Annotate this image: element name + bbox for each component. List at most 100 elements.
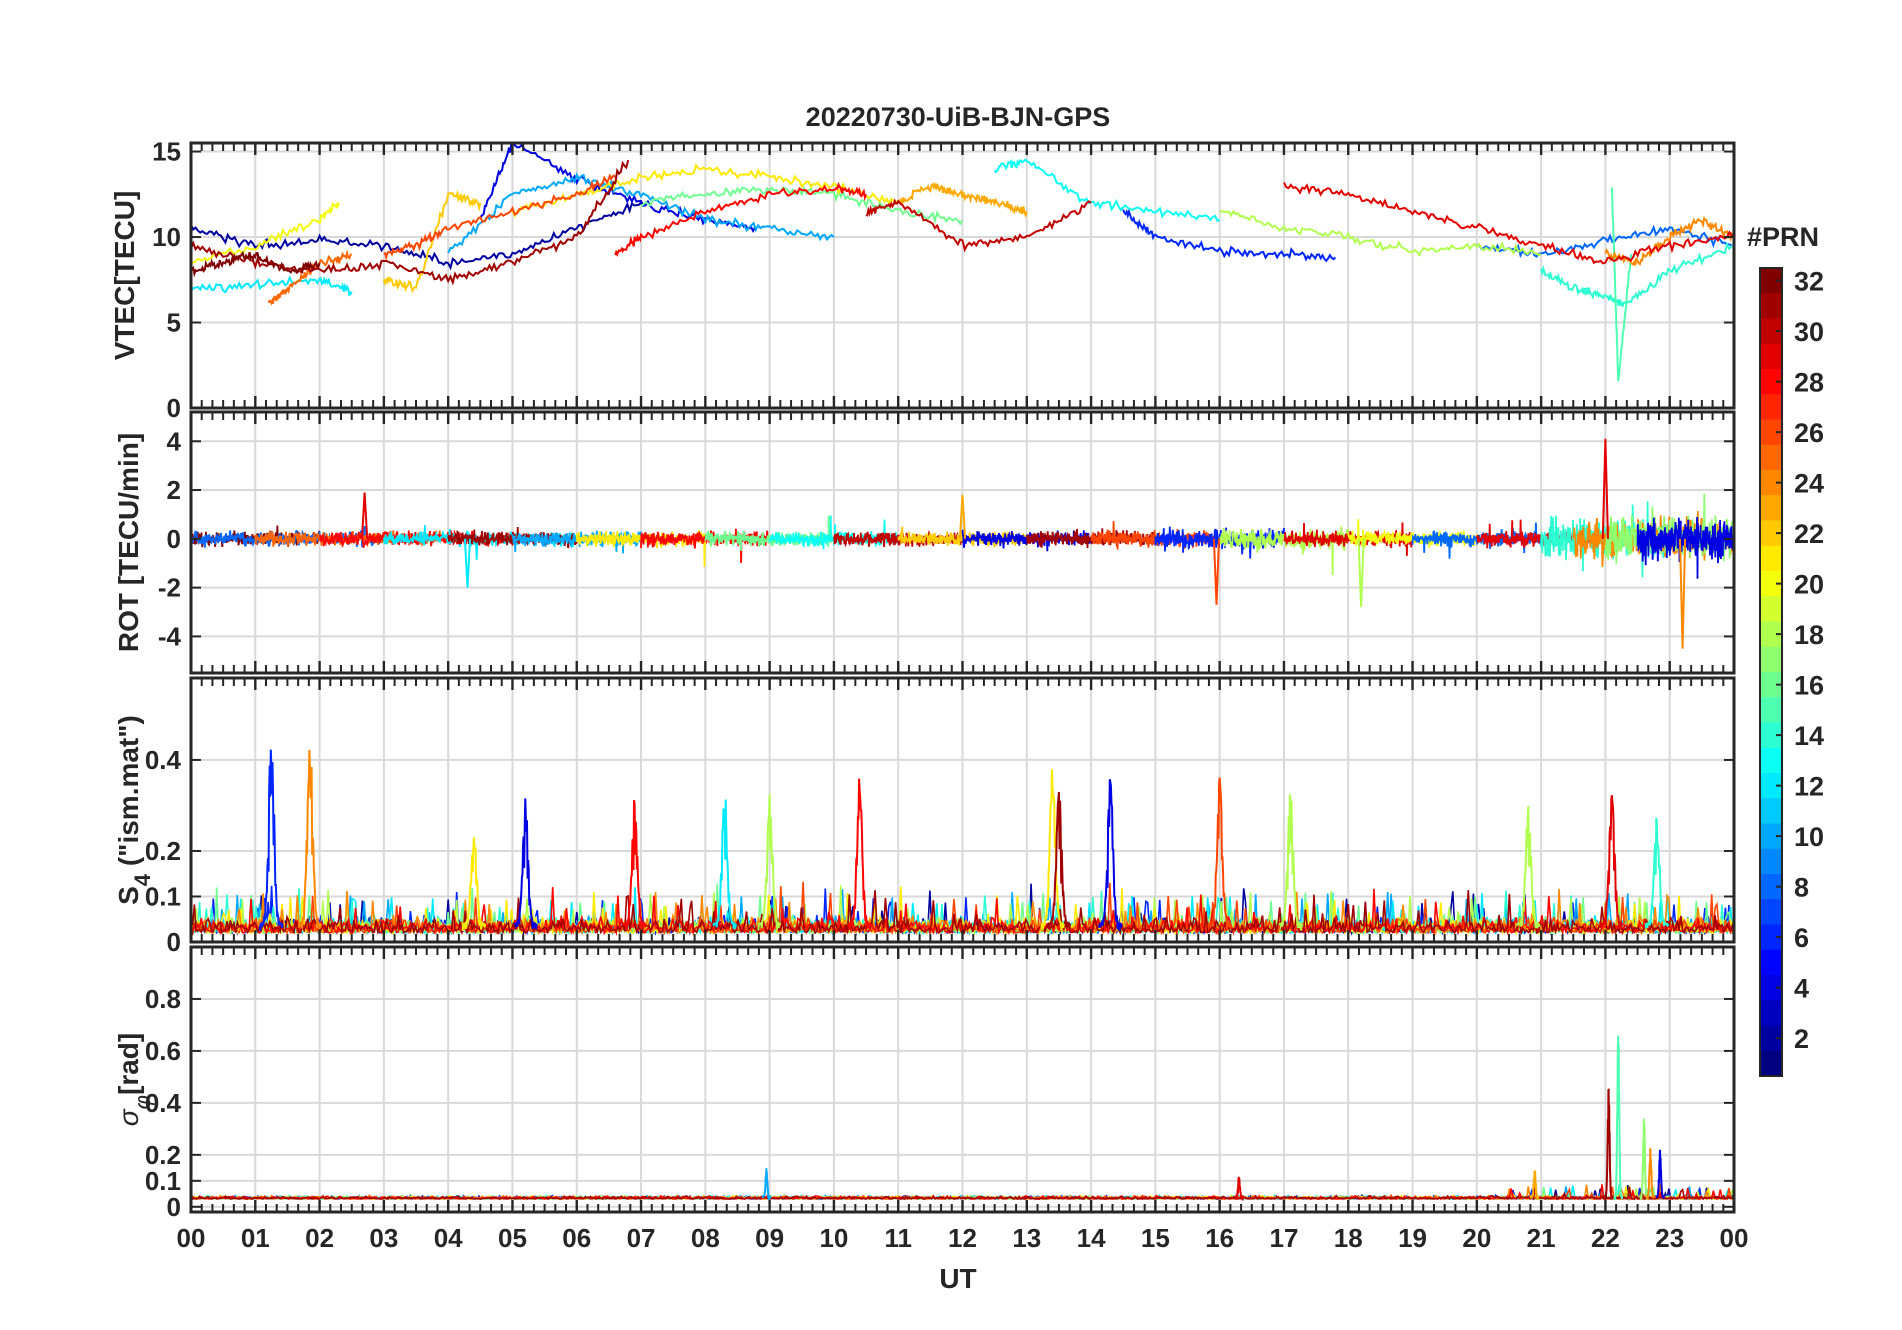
colorbar-swatch (1760, 369, 1782, 395)
x-tick-label: 04 (434, 1223, 463, 1253)
sigma-series-prn-31 (191, 1186, 1734, 1201)
s4-peak-prn-29 (1599, 795, 1624, 930)
x-tick-label: 12 (948, 1223, 977, 1253)
y-tick-label: 0.6 (145, 1036, 181, 1066)
s4-peak-prn-21 (461, 837, 487, 931)
colorbar-swatch (1760, 924, 1782, 951)
x-tick-label: 18 (1334, 1223, 1363, 1253)
x-tick-label: 21 (1527, 1223, 1556, 1253)
colorbar-swatch (1760, 419, 1782, 446)
x-tick-label: 17 (1269, 1223, 1298, 1253)
chart-title: 20220730-UiB-BJN-GPS (806, 102, 1111, 132)
colorbar-tick-label: 12 (1794, 772, 1824, 802)
colorbar-swatch (1760, 773, 1782, 799)
colorbar-tick-label: 8 (1794, 873, 1809, 903)
s4-peak-prn-21 (1040, 769, 1065, 931)
x-tick-label: 19 (1398, 1223, 1427, 1253)
sigma-peak-prn-31 (1603, 1088, 1614, 1201)
vtec-series-prn-23 (897, 181, 1028, 219)
x-tick-label: 15 (1141, 1223, 1170, 1253)
x-tick-label: 16 (1205, 1223, 1234, 1253)
colorbar-swatch (1760, 596, 1782, 623)
s4-peak-prn-26 (1207, 777, 1232, 929)
rot-spike (361, 492, 369, 539)
s4-peak-prn-18 (1278, 794, 1303, 931)
vtec-series-prn-16 (640, 185, 964, 226)
x-axis-label: UT (939, 1263, 976, 1294)
y-tick-label: 4 (167, 426, 182, 456)
s4-peak-prn-31 (1046, 791, 1072, 930)
colorbar-swatch (1760, 470, 1782, 496)
y-tick-label: 5 (167, 308, 181, 338)
colorbar-tick-label: 2 (1794, 1024, 1809, 1054)
sigma-peak-prn-15 (1613, 1035, 1624, 1201)
rot-spike (958, 494, 967, 539)
sigma-peak-prn-10 (761, 1168, 772, 1201)
colorbar-swatch (1760, 495, 1782, 522)
grid (191, 678, 1734, 943)
rot-spike (463, 538, 471, 588)
y-tick-label: 0 (167, 1192, 181, 1222)
colorbar-tick-label: 32 (1794, 267, 1824, 297)
colorbar-swatch (1760, 1025, 1782, 1052)
colorbar-swatch (1760, 722, 1782, 749)
y-tick-label: 0.4 (145, 745, 182, 775)
x-tick-label: 05 (498, 1223, 527, 1253)
s4-peak-prn-4 (514, 798, 538, 930)
colorbar-label: #PRN (1747, 222, 1819, 252)
vtec-series-prn-15 (1610, 187, 1633, 382)
colorbar-swatch (1760, 394, 1782, 421)
x-tick-label: 11 (884, 1223, 912, 1253)
x-tick-label: 23 (1655, 1223, 1684, 1253)
axis-ticks (189, 412, 1736, 673)
x-tick-label: 06 (562, 1223, 591, 1253)
colorbar-tick-label: 22 (1794, 519, 1824, 549)
rot-spike (1212, 538, 1220, 605)
colorbar-tick-label: 30 (1794, 317, 1824, 347)
axis-ticks (189, 947, 1736, 1212)
y-axis-label: σφ[rad] (113, 1033, 155, 1126)
sigma-peak-prn-4 (1655, 1149, 1665, 1199)
sigma-peak-prn-29 (1234, 1176, 1244, 1201)
vtec-series-prn-18 (1219, 209, 1542, 257)
vtec-series-prn-22 (382, 189, 482, 294)
x-tick-label: 08 (691, 1223, 720, 1253)
y-tick-label: -4 (158, 621, 182, 651)
vtec-series-prn-2 (191, 201, 642, 271)
vtec-series-prn-6 (1122, 207, 1337, 263)
y-tick-label: -2 (158, 573, 181, 603)
y-tick-label: 0.4 (145, 1088, 182, 1118)
s4-peak-prn-12 (712, 799, 737, 929)
y-tick-label: 0.2 (145, 836, 181, 866)
colorbar-tick-label: 4 (1794, 974, 1809, 1004)
colorbar-swatch (1760, 318, 1782, 345)
s4-peak-prn-18 (757, 794, 782, 931)
s4-peak-prn-6 (259, 749, 284, 931)
colorbar-swatch (1760, 268, 1782, 294)
colorbar-swatch (1760, 798, 1782, 825)
y-tick-label: 10 (152, 222, 181, 252)
rot-spike (1357, 538, 1365, 608)
s4-panel: 0 0.1 0.2 0.4S4 ("ism.mat") (113, 676, 1736, 957)
axis-ticks (189, 678, 1736, 943)
s4-peak-prn-18 (1516, 805, 1541, 929)
colorbar-tick-label: 16 (1794, 671, 1824, 701)
vtec-series-prn-10 (447, 172, 835, 254)
colorbar-swatch (1760, 747, 1782, 774)
colorbar-tick-label: 24 (1794, 469, 1824, 499)
colorbar-tick-label: 6 (1794, 923, 1809, 953)
s4-peak-prn-4 (1098, 779, 1123, 931)
vtec-series-prn-28 (614, 181, 868, 258)
vtec-series-prn-13 (993, 158, 1221, 222)
x-tick-label: 00 (1720, 1223, 1749, 1253)
colorbar-swatch (1760, 343, 1782, 370)
y-tick-label: 0.2 (145, 1140, 181, 1170)
x-tick-label: 09 (755, 1223, 784, 1253)
colorbar-swatch (1760, 975, 1782, 1001)
x-tick-label: 20 (1462, 1223, 1491, 1253)
colorbar-swatch (1760, 1000, 1782, 1027)
y-tick-label: 2 (167, 475, 181, 505)
x-tick-label: 00 (177, 1223, 206, 1253)
